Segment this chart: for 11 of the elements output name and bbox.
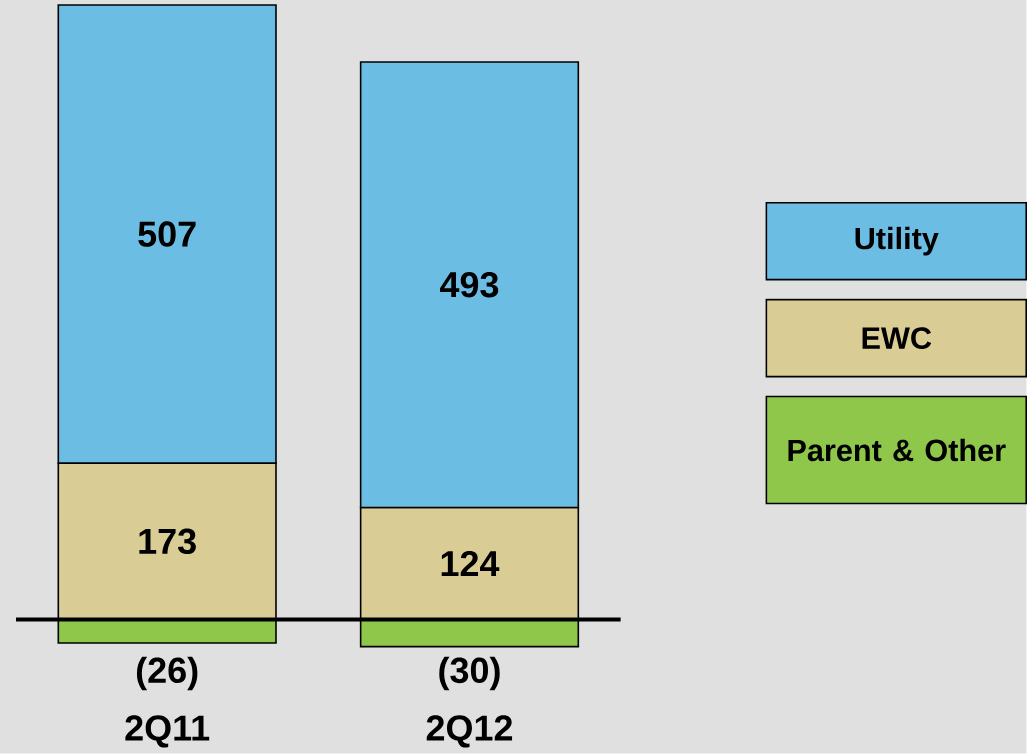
data-label: (30) (439, 656, 500, 691)
data-label: 124 (441, 551, 500, 577)
data-label: (26) (136, 656, 198, 691)
x-tick-label: 2Q11 (125, 715, 210, 748)
text: Utility (855, 227, 939, 256)
x-tick-label: 2Q12 (426, 715, 513, 748)
data-label: 493 (440, 272, 499, 298)
data-label: 507 (138, 221, 196, 248)
text: EWC (862, 327, 932, 350)
data-label: 173 (139, 528, 196, 555)
text: Parent & Other (788, 438, 1006, 462)
